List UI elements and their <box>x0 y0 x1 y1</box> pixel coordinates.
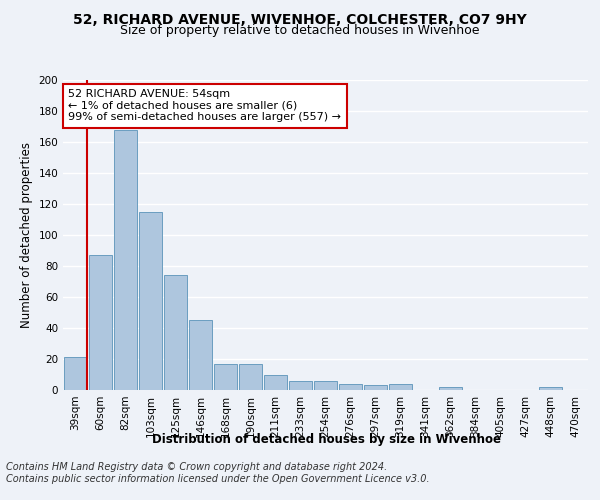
Bar <box>164 276 187 390</box>
Bar <box>64 358 87 390</box>
Text: Contains public sector information licensed under the Open Government Licence v3: Contains public sector information licen… <box>6 474 430 484</box>
Text: Contains HM Land Registry data © Crown copyright and database right 2024.: Contains HM Land Registry data © Crown c… <box>6 462 387 472</box>
Bar <box>364 386 387 390</box>
Bar <box>339 384 362 390</box>
Bar <box>539 387 562 390</box>
Text: Distribution of detached houses by size in Wivenhoe: Distribution of detached houses by size … <box>152 432 502 446</box>
Bar <box>139 212 162 390</box>
Bar <box>314 380 337 390</box>
Text: 52, RICHARD AVENUE, WIVENHOE, COLCHESTER, CO7 9HY: 52, RICHARD AVENUE, WIVENHOE, COLCHESTER… <box>73 12 527 26</box>
Text: Size of property relative to detached houses in Wivenhoe: Size of property relative to detached ho… <box>120 24 480 37</box>
Bar <box>89 255 112 390</box>
Bar <box>114 130 137 390</box>
Text: 52 RICHARD AVENUE: 54sqm
← 1% of detached houses are smaller (6)
99% of semi-det: 52 RICHARD AVENUE: 54sqm ← 1% of detache… <box>68 90 341 122</box>
Y-axis label: Number of detached properties: Number of detached properties <box>20 142 33 328</box>
Bar <box>264 374 287 390</box>
Bar <box>189 320 212 390</box>
Bar <box>389 384 412 390</box>
Bar <box>214 364 237 390</box>
Bar <box>439 387 462 390</box>
Bar <box>239 364 262 390</box>
Bar <box>289 380 312 390</box>
